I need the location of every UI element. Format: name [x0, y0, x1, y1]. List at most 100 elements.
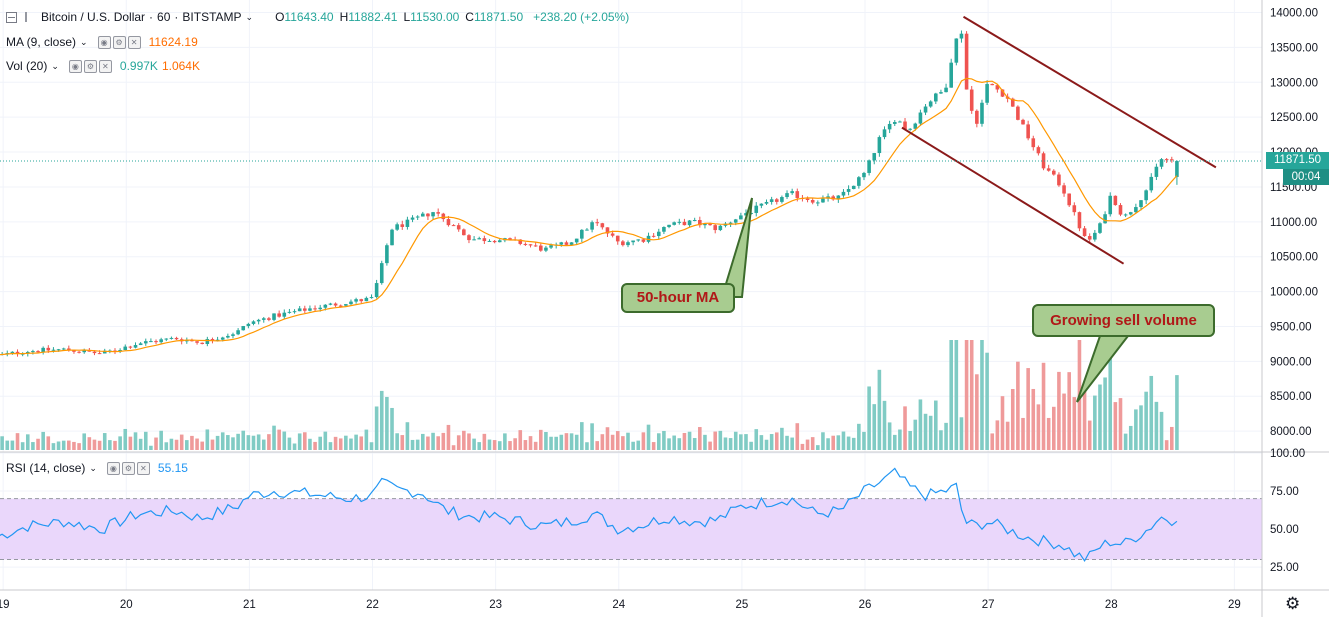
candle-body: [431, 212, 435, 217]
eye-icon[interactable]: ◉: [106, 461, 120, 475]
close-icon[interactable]: ✕: [136, 461, 150, 475]
volume-bar: [995, 420, 1000, 450]
ma-label[interactable]: MA (9, close): [6, 35, 77, 49]
candle-body: [954, 38, 959, 63]
volume-bar: [918, 399, 923, 450]
volume-bar: [605, 427, 610, 450]
settings-icon[interactable]: ⚙: [121, 461, 135, 475]
volume-bar: [1016, 361, 1020, 450]
candle-body: [446, 219, 451, 226]
close-icon[interactable]: ✕: [127, 35, 141, 49]
volume-bar: [405, 422, 410, 450]
volume-bar: [395, 433, 399, 450]
volume-bar: [503, 433, 507, 450]
volume-bar: [528, 436, 533, 450]
candle-body: [641, 239, 646, 242]
candle-body: [282, 312, 287, 317]
candle-body: [795, 191, 800, 198]
candle-body: [421, 213, 425, 217]
volume-bar: [713, 431, 718, 450]
collapse-legend-button[interactable]: [6, 11, 17, 23]
candle-body: [1057, 174, 1061, 186]
volume-bar: [333, 436, 338, 450]
candle-body: [77, 351, 81, 353]
volume-bar: [1123, 433, 1128, 450]
candle-body: [703, 223, 707, 226]
volume-bar: [949, 340, 953, 450]
channel-line[interactable]: [901, 126, 1125, 265]
volume-bar: [590, 423, 594, 450]
chevron-down-icon[interactable]: ⌄: [80, 36, 88, 47]
candle-body: [785, 193, 789, 198]
candle-body: [764, 201, 769, 204]
volume-bar: [621, 436, 625, 450]
candle-body: [97, 353, 102, 355]
volume-bar: [754, 429, 759, 450]
exchange[interactable]: BITSTAMP: [182, 10, 242, 24]
ma-value: 11624.19: [148, 35, 198, 49]
close-icon[interactable]: ✕: [98, 59, 112, 73]
eye-icon[interactable]: ◉: [68, 59, 82, 73]
vol-ma-value: 1.064K: [161, 59, 200, 73]
volume-bar: [872, 404, 877, 450]
eye-icon[interactable]: ◉: [97, 35, 111, 49]
rsi-label[interactable]: RSI (14, close): [6, 461, 86, 475]
volume-bar: [246, 435, 251, 450]
candle-body: [610, 233, 615, 236]
volume-bar: [369, 442, 374, 450]
time-tick-label: 27: [982, 599, 995, 611]
time-tick-label: 22: [366, 599, 379, 611]
candle-body: [256, 319, 261, 322]
rsi-axis-labels: 25.00 50.00 75.00 100.00: [1270, 448, 1305, 574]
settings-icon[interactable]: ⚙: [112, 35, 126, 49]
vol-label[interactable]: Vol (20): [6, 59, 48, 73]
volume-bar: [749, 441, 753, 450]
volume-bar: [1113, 402, 1118, 450]
candle-body: [220, 337, 225, 340]
candle-body: [344, 304, 348, 306]
volume-bar: [267, 434, 271, 450]
volume-bar: [36, 438, 40, 450]
volume-bar: [318, 436, 322, 450]
chevron-down-icon[interactable]: ⌄: [89, 462, 97, 473]
volume-bar: [261, 439, 266, 450]
candle-body: [980, 102, 984, 124]
candle-body: [359, 299, 364, 302]
volume-bar: [51, 443, 56, 450]
candle-body: [318, 307, 322, 310]
candle-body: [528, 244, 533, 246]
volume-bar: [215, 435, 220, 450]
chevron-down-icon[interactable]: ⌄: [245, 11, 254, 22]
volume-bar: [492, 440, 497, 450]
candle-body: [164, 338, 169, 340]
candle-body: [605, 227, 610, 234]
candle-body: [379, 263, 384, 284]
candle-body: [544, 247, 548, 251]
gear-icon[interactable]: ⚙: [1285, 594, 1301, 613]
volume-bar: [10, 440, 15, 450]
candle-body: [831, 196, 835, 200]
volume-bar: [364, 429, 369, 450]
settings-icon[interactable]: ⚙: [83, 59, 97, 73]
candle-body: [82, 350, 87, 353]
candle-body: [774, 199, 779, 202]
interval[interactable]: 60: [157, 10, 171, 24]
volume-bar: [780, 427, 784, 450]
volume-bar: [431, 432, 435, 450]
volume-bar: [421, 433, 425, 450]
candle-body: [267, 318, 271, 320]
price-tick-label: 13000.00: [1270, 77, 1318, 89]
candle-body: [210, 339, 215, 341]
ma-line: [0, 77, 1178, 356]
channel-line[interactable]: [962, 15, 1217, 169]
price-tick-label: 8500.00: [1270, 391, 1312, 403]
chevron-down-icon[interactable]: ⌄: [51, 60, 59, 71]
rsi-value: 55.15: [157, 461, 188, 475]
volume-bar: [882, 400, 887, 450]
candle-body: [174, 337, 179, 340]
rsi-legend: RSI (14, close) ⌄ ◉ ⚙ ✕ 55.15: [6, 461, 188, 475]
volume-bar: [985, 352, 989, 450]
symbol-name[interactable]: Bitcoin / U.S. Dollar: [41, 10, 146, 24]
